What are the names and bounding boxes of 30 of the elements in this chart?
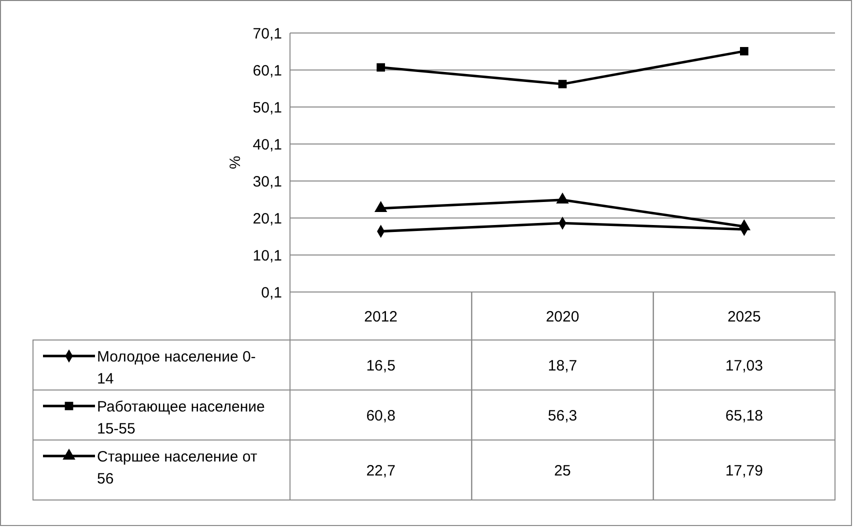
point bbox=[738, 219, 751, 230]
y-tick-label: 30,1 bbox=[252, 173, 282, 190]
data-label: 17,03 bbox=[725, 357, 763, 374]
data-label: 25 bbox=[554, 462, 571, 480]
y-tick-label: 70,1 bbox=[252, 25, 282, 42]
point bbox=[374, 201, 388, 212]
point bbox=[376, 63, 386, 72]
y-tick-label: 40,1 bbox=[252, 136, 282, 154]
y-tick-label: 20,1 bbox=[252, 210, 282, 228]
legend-label: Старшее население от 56 bbox=[97, 448, 258, 488]
x-tick-label: 2025 bbox=[727, 308, 761, 326]
y-axis-title: % bbox=[227, 156, 244, 170]
point bbox=[740, 47, 748, 56]
y-tick-label: 60,1 bbox=[252, 62, 282, 80]
point bbox=[556, 192, 569, 204]
data-label: 17,79 bbox=[725, 462, 763, 480]
data-label: 60,8 bbox=[366, 407, 396, 424]
data-label: 18,7 bbox=[548, 357, 578, 374]
y-tick-label: 10,1 bbox=[252, 247, 282, 264]
legend-label: Работающее население 15-55 bbox=[97, 398, 265, 438]
y-tick-label: 0,1 bbox=[261, 284, 282, 302]
x-tick-label: 2020 bbox=[546, 308, 580, 326]
data-label: 22,7 bbox=[366, 462, 396, 480]
legend-label: Молодое население 0-14 bbox=[97, 348, 256, 388]
point bbox=[558, 80, 567, 88]
y-tick-label: 50,1 bbox=[252, 99, 282, 116]
x-tick-label: 2012 bbox=[364, 308, 398, 326]
data-label: 65,18 bbox=[725, 407, 763, 424]
data-label: 16,5 bbox=[366, 357, 396, 374]
data-label: 56,3 bbox=[548, 407, 578, 424]
